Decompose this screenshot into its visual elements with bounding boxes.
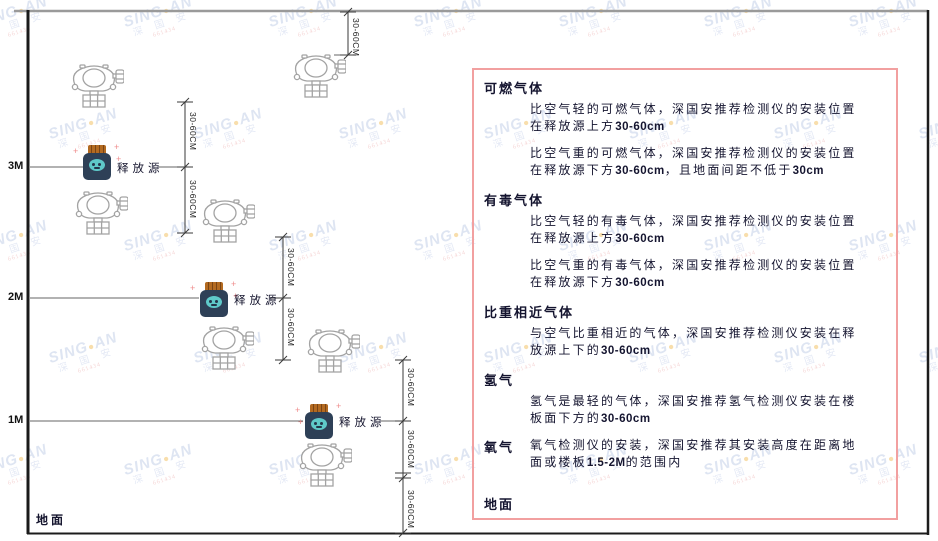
panel-paragraph: 比空气重的可燃气体，深国安推荐检测仪的安装位置在释放源下方30-60cm，且地面… <box>530 146 857 177</box>
panel-paragraph: 与空气比重相近的气体，深国安推荐检测仪安装在释放源上下的30-60cm <box>530 326 857 357</box>
dimension-label: 30-60CM <box>406 490 416 529</box>
dimension-label: 30-60CM <box>406 368 416 407</box>
panel-paragraph: 比空气重的有毒气体，深国安推荐检测仪的安装位置在释放源下方30-60cm <box>530 258 857 289</box>
release-source-icon: + + + <box>295 402 341 440</box>
panel-paragraph: 比空气轻的有毒气体，深国安推荐检测仪的安装位置在释放源上方30-60cm <box>530 214 857 245</box>
height-label-1m: 1M <box>8 414 24 426</box>
height-label-2m: 2M <box>8 291 24 303</box>
gas-detector-icon <box>200 324 254 370</box>
dimension-label: 30-60CM <box>286 308 296 347</box>
dimension-label: 30-60CM <box>188 112 198 151</box>
info-panel: 可燃气体比空气轻的可燃气体，深国安推荐检测仪的安装位置在释放源上方30-60cm… <box>472 68 898 520</box>
release-source-icon: + + + <box>190 280 238 318</box>
panel-paragraph: 氧气检测仪的安装，深国安推荐其安装高度在距离地面或楼板1.5-2M的范围内 <box>530 438 857 469</box>
ground-label: 地面 <box>36 513 67 527</box>
gas-detector-icon <box>306 327 360 373</box>
panel-section: 氧气 氧气检测仪的安装，深国安推荐其安装高度在距离地面或楼板1.5-2M的范围内 <box>484 437 884 472</box>
release-source-label: 释放源 <box>117 163 164 175</box>
panel-section-heading: 比重相近气体 <box>484 305 575 320</box>
panel-section-heading: 氧气 <box>484 440 515 455</box>
dimension-label: 30-60CM <box>286 248 296 287</box>
release-source-label: 释放源 <box>339 417 386 429</box>
gas-detector-icon <box>292 52 346 98</box>
release-source-icon: + + + <box>73 143 121 181</box>
panel-section: 比重相近气体与空气比重相近的气体，深国安推荐检测仪安装在释放源上下的30-60c… <box>484 302 884 360</box>
panel-section-heading: 氢气 <box>484 373 515 388</box>
panel-paragraph: 比空气轻的可燃气体，深国安推荐检测仪的安装位置在释放源上方30-60cm <box>530 102 857 133</box>
release-source-label: 释放源 <box>234 295 281 307</box>
dimension-label: 30-60CM <box>188 180 198 219</box>
panel-section: 氢气 氢气是最轻的气体，深国安推荐氢气检测仪安装在楼板面下方的30-60cm <box>484 370 884 428</box>
panel-section-heading: 地面 <box>484 497 515 512</box>
panel-paragraph: 检测仪地面间距，深国安推荐在30-60cm，且不得小于30cm，因为过低容易水溅… <box>530 517 870 518</box>
panel-paragraph: 氢气是最轻的气体，深国安推荐氢气检测仪安装在楼板面下方的30-60cm <box>530 394 857 425</box>
dimension-label: 30-60CM <box>406 430 416 469</box>
panel-section: 可燃气体比空气轻的可燃气体，深国安推荐检测仪的安装位置在释放源上方30-60cm… <box>484 78 884 180</box>
panel-section-heading: 可燃气体 <box>484 81 545 96</box>
height-label-3m: 3M <box>8 160 24 172</box>
gas-detector-icon <box>74 189 128 235</box>
gas-detector-icon <box>298 441 352 487</box>
panel-section: 地面检测仪地面间距，深国安推荐在30-60cm，且不得小于30cm，因为过低容易… <box>484 494 884 518</box>
gas-detector-icon <box>201 197 255 243</box>
panel-section-heading: 有毒气体 <box>484 193 545 208</box>
panel-section: 有毒气体比空气轻的有毒气体，深国安推荐检测仪的安装位置在释放源上方30-60cm… <box>484 190 884 292</box>
dimension-label: 30-60CM <box>351 18 361 57</box>
gas-detector-icon <box>70 62 124 108</box>
